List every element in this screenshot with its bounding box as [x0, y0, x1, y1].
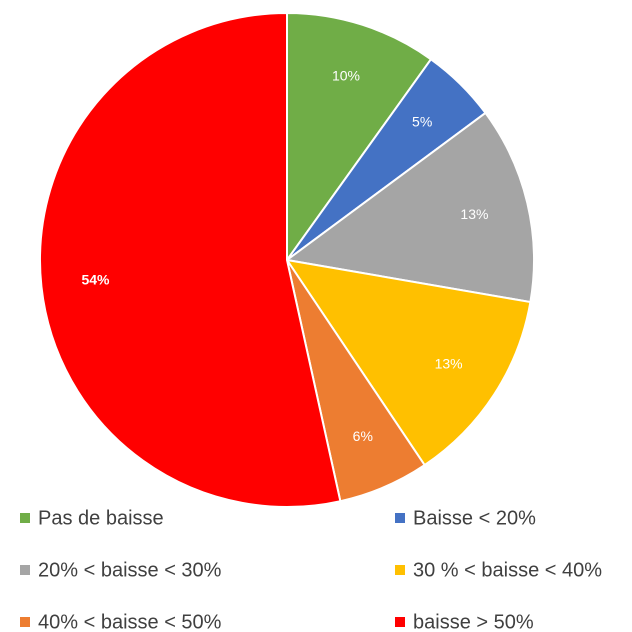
pie-slice — [39, 11, 342, 508]
legend-label: Pas de baisse — [38, 507, 164, 529]
data-label: 54% — [81, 272, 110, 288]
data-label: 13% — [435, 356, 463, 372]
legend-label: 30 % < baisse < 40% — [413, 559, 602, 581]
pie-slice — [284, 258, 532, 467]
legend-label: 40% < baisse < 50% — [38, 611, 222, 632]
data-label: 6% — [353, 428, 373, 444]
data-label: 5% — [412, 113, 432, 129]
data-label: 13% — [460, 206, 488, 222]
legend-swatch — [395, 617, 405, 627]
legend-swatch — [20, 617, 30, 627]
pie-slice — [284, 111, 535, 304]
legend-swatch — [395, 513, 405, 523]
legend-swatch — [20, 513, 30, 523]
data-label: 10% — [332, 67, 360, 83]
legend-label: 20% < baisse < 30% — [38, 559, 222, 581]
legend-label: baisse > 50% — [413, 611, 534, 632]
legend-swatch — [395, 565, 405, 575]
legend-label: Baisse < 20% — [413, 507, 536, 529]
legend-swatch — [20, 565, 30, 575]
pie-slice — [286, 11, 433, 264]
